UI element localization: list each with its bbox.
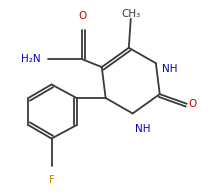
Text: NH: NH <box>162 64 177 74</box>
Text: H₂N: H₂N <box>21 54 40 64</box>
Text: O: O <box>189 99 197 109</box>
Text: F: F <box>49 175 55 185</box>
Text: CH₃: CH₃ <box>121 9 140 19</box>
Text: O: O <box>78 11 87 21</box>
Text: NH: NH <box>135 124 150 134</box>
